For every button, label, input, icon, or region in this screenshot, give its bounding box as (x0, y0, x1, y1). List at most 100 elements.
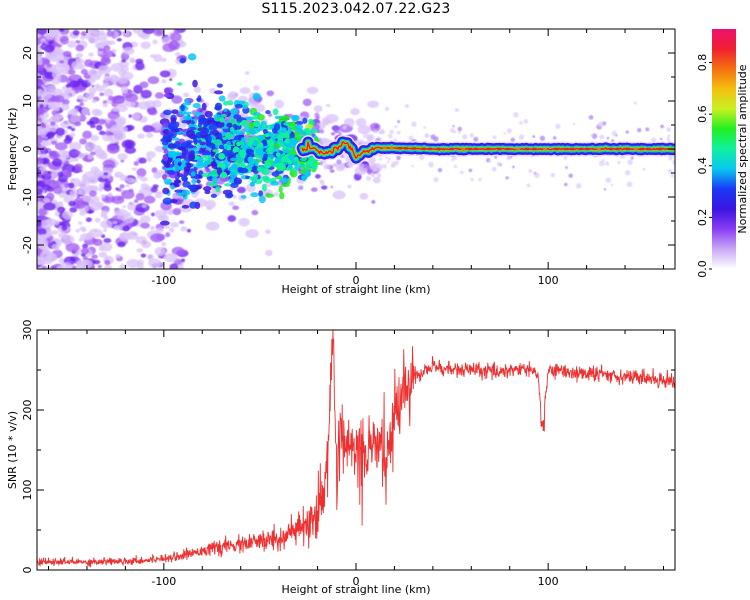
noise-blob (79, 226, 86, 231)
cluster-blob (181, 204, 190, 209)
noise-blob (591, 133, 598, 139)
noise-blob (320, 180, 325, 186)
ridge-peak (389, 146, 394, 150)
noise-blob (113, 224, 121, 231)
noise-blob (135, 58, 144, 64)
noise-blob (69, 114, 82, 124)
noise-blob (468, 168, 473, 173)
spectrogram-xlabel: Height of straight line (km) (281, 283, 430, 296)
cluster-bright-spot (275, 152, 281, 157)
noise-blob (118, 60, 130, 68)
noise-blob (84, 59, 94, 67)
noise-blob (148, 258, 162, 268)
noise-blob (178, 220, 185, 225)
cluster-bright-spot (238, 160, 242, 164)
cluster-blob (166, 170, 176, 175)
cluster-blob (295, 120, 304, 126)
ridge-peak (505, 147, 510, 151)
noise-blob (274, 99, 284, 109)
noise-blob (66, 40, 77, 48)
cluster-blob (163, 109, 172, 116)
noise-blob (298, 171, 301, 175)
noise-blob (478, 177, 482, 182)
noise-blob (394, 160, 399, 165)
cluster-bright-spot (223, 145, 229, 150)
noise-blob (320, 137, 328, 143)
cluster-blob (257, 113, 265, 121)
noise-blob (143, 195, 156, 204)
noise-blob (251, 209, 259, 216)
noise-blob (382, 163, 387, 169)
noise-blob (588, 115, 594, 120)
colorbar-gradient (712, 29, 736, 269)
cluster-blob (311, 129, 319, 134)
noise-blob (62, 234, 75, 245)
noise-blob (319, 161, 323, 166)
noise-blob (232, 194, 237, 199)
noise-blob (100, 194, 106, 199)
noise-blob (390, 163, 395, 168)
ridge-peak (532, 147, 537, 151)
cluster-blob (212, 148, 220, 153)
noise-blob (37, 143, 42, 148)
cluster-blob (227, 100, 234, 106)
cluster-blob (161, 122, 170, 128)
noise-blob (603, 188, 607, 191)
noise-blob (363, 163, 369, 169)
noise-blob (120, 159, 125, 163)
noise-blob (122, 47, 135, 55)
cluster-blob (254, 158, 259, 167)
noise-blob (140, 183, 149, 190)
colorbar-label: Normalized spectral amplitude (736, 64, 749, 233)
noise-blob (154, 191, 163, 199)
noise-blob (94, 217, 101, 223)
noise-blob (39, 166, 45, 171)
noise-blob (298, 185, 304, 191)
noise-blob (428, 161, 434, 168)
noise-blob (89, 124, 96, 129)
noise-blob (39, 201, 44, 205)
noise-blob (99, 92, 105, 97)
noise-blob (206, 205, 213, 211)
noise-blob (76, 52, 84, 58)
noise-blob (103, 215, 109, 220)
noise-blob (411, 164, 414, 168)
noise-blob (72, 30, 80, 36)
noise-blob (238, 217, 250, 227)
cluster-blob (178, 109, 187, 116)
cluster-bright-spot (309, 156, 316, 163)
noise-blob (598, 160, 605, 167)
noise-blob (672, 159, 675, 165)
noise-blob (376, 173, 382, 178)
noise-blob (106, 145, 120, 154)
noise-blob (59, 60, 65, 64)
cluster-bright-spot (249, 181, 255, 187)
ridge-peak (615, 147, 620, 151)
noise-blob (169, 263, 179, 269)
noise-blob (111, 95, 125, 105)
cluster-bright-spot (233, 130, 238, 134)
noise-blob (38, 153, 43, 157)
frequency-ridge (295, 135, 675, 166)
noise-blob (72, 200, 86, 209)
noise-blob (74, 158, 79, 162)
noise-blob (108, 136, 114, 140)
noise-blob (323, 119, 331, 125)
noise-blob (492, 135, 497, 140)
cluster-blob (211, 129, 220, 136)
noise-blob (372, 129, 378, 134)
noise-blob (151, 167, 158, 174)
noise-blob (147, 76, 160, 85)
noise-blob (140, 89, 152, 99)
cluster-blob (161, 141, 169, 146)
cluster-blob (169, 130, 177, 139)
noise-blob (153, 29, 165, 37)
noise-blob (87, 34, 100, 44)
cluster-blob (263, 153, 268, 161)
noise-blob (354, 165, 368, 176)
noise-blob (452, 125, 455, 128)
noise-blob (117, 213, 127, 220)
noise-blob (115, 253, 121, 259)
noise-blob (89, 202, 102, 211)
